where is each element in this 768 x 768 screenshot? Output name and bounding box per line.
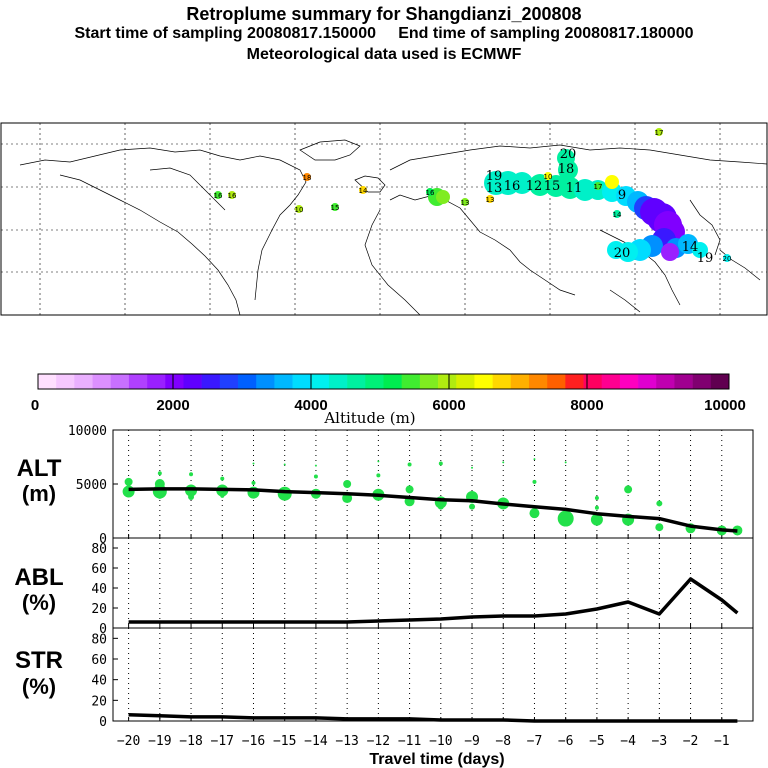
plume-marker bbox=[529, 174, 551, 196]
scattered-label: 10 bbox=[544, 173, 553, 181]
plume-marker bbox=[607, 241, 625, 259]
scattered-marker bbox=[486, 195, 494, 203]
plume-label: 9 bbox=[618, 188, 626, 203]
scattered-marker bbox=[331, 203, 339, 211]
map-grid bbox=[1, 123, 767, 315]
scattered-marker bbox=[426, 188, 434, 196]
scattered-label: 17 bbox=[655, 129, 664, 137]
scattered-label: 16 bbox=[214, 192, 223, 200]
coastline bbox=[19, 139, 768, 316]
scattered-label: 13 bbox=[486, 196, 495, 204]
plume-label: 15 bbox=[544, 179, 561, 194]
end-time-label: End time of sampling 20080817.180000 bbox=[398, 25, 694, 42]
scattered-marker bbox=[544, 172, 552, 180]
plume-label: 14 bbox=[682, 240, 699, 255]
plume-label: 20 bbox=[560, 147, 577, 162]
chart-title: Retroplume summary for Shangdianzi_20080… bbox=[186, 4, 582, 24]
plume-label: 16 bbox=[504, 179, 521, 194]
scattered-marker bbox=[461, 198, 469, 206]
scattered-label: 14 bbox=[613, 211, 622, 219]
scattered-marker bbox=[295, 205, 303, 213]
scattered-marker bbox=[228, 191, 236, 199]
plume-marker bbox=[692, 242, 708, 258]
scattered-label: 17 bbox=[594, 183, 603, 191]
scattered-label: 20 bbox=[723, 255, 732, 263]
scattered-marker bbox=[594, 182, 602, 190]
scattered-label: 10 bbox=[295, 206, 304, 214]
met-data-label: Meteorological data used is ECMWF bbox=[246, 46, 522, 63]
plume-label: 19 bbox=[486, 169, 503, 184]
plume-label: 12 bbox=[526, 179, 543, 194]
scattered-label: 18 bbox=[303, 174, 312, 182]
plume-marker bbox=[436, 190, 450, 204]
plume-label: 20 bbox=[614, 246, 631, 261]
scattered-marker bbox=[655, 128, 663, 136]
plume-marker bbox=[558, 160, 578, 180]
map-frame bbox=[0, 122, 768, 316]
plume-label: 19 bbox=[697, 251, 714, 266]
plume-marker bbox=[605, 175, 619, 189]
plume-label: 11 bbox=[566, 181, 583, 196]
scattered-label: 16 bbox=[228, 192, 237, 200]
scattered-label: 14 bbox=[359, 187, 368, 195]
scattered-marker bbox=[613, 210, 621, 218]
start-time-label: Start time of sampling 20080817.150000 bbox=[74, 25, 377, 42]
scattered-label: 13 bbox=[461, 199, 470, 207]
scattered-marker bbox=[359, 186, 367, 194]
plume-marker bbox=[661, 243, 679, 261]
scattered-marker bbox=[303, 173, 311, 181]
scattered-label: 16 bbox=[426, 189, 435, 197]
scattered-marker bbox=[723, 254, 731, 262]
plume-label: 18 bbox=[558, 162, 575, 177]
plume-label: 13 bbox=[486, 181, 503, 196]
scattered-label: 15 bbox=[331, 204, 340, 212]
plume-marker bbox=[511, 172, 533, 194]
scattered-marker bbox=[214, 191, 222, 199]
sampling-time-line: Start time of sampling 20080817.150000 E… bbox=[0, 25, 768, 43]
